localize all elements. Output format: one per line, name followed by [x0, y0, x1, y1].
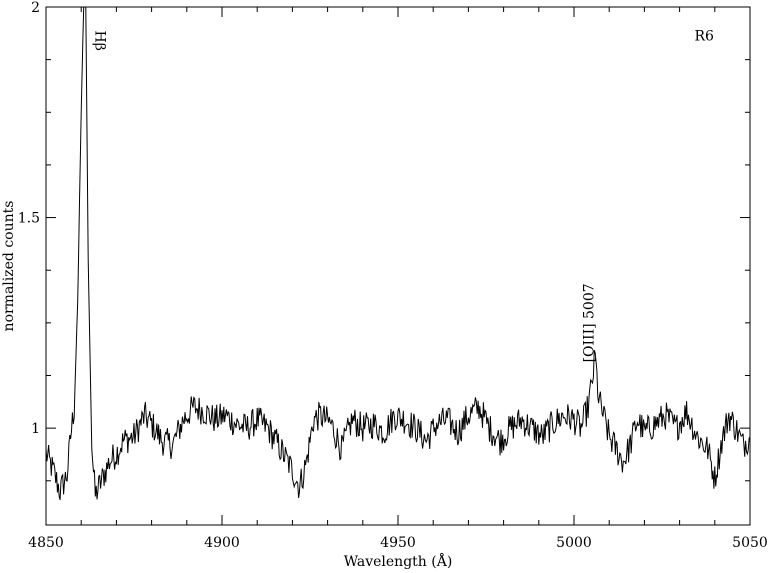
- y-tick-label: 1: [31, 421, 40, 437]
- annotation-label: R6: [694, 29, 714, 45]
- axis-ticks: [45, 6, 751, 525]
- x-axis-label: Wavelength (Å): [344, 552, 453, 570]
- y-tick-label: 2: [31, 0, 40, 16]
- line-annotations: Hβ [OIII] 5007 R6: [91, 29, 714, 363]
- y-tick-label: 1.5: [18, 211, 40, 227]
- x-tick-label: 4950: [380, 535, 416, 551]
- x-tick-label: 4900: [204, 535, 240, 551]
- x-tick-label: 5050: [732, 535, 768, 551]
- annotation-label: Hβ: [91, 31, 107, 51]
- spectrum-series-line: [45, 6, 751, 501]
- x-tick-label: 5000: [556, 535, 592, 551]
- annotation-label: [OIII] 5007: [581, 283, 597, 362]
- x-tick-label: 4850: [28, 535, 64, 551]
- y-axis-label: normalized counts: [1, 201, 17, 332]
- plot-frame: [45, 6, 751, 526]
- axis-tick-labels: 4850 4900 4950 5000 5050 1 1.5 2: [18, 0, 768, 551]
